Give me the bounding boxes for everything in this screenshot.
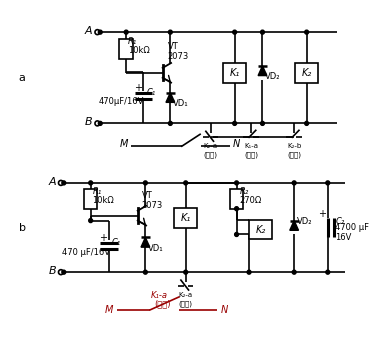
Circle shape xyxy=(305,30,309,34)
Circle shape xyxy=(305,121,309,125)
Text: B: B xyxy=(85,117,92,128)
Text: (常闭): (常闭) xyxy=(179,300,193,307)
Circle shape xyxy=(184,181,188,185)
Bar xyxy=(223,63,246,83)
Circle shape xyxy=(235,233,238,236)
Text: K₂: K₂ xyxy=(302,68,312,78)
Text: K₂-a: K₂-a xyxy=(203,143,218,149)
Circle shape xyxy=(89,219,92,223)
Text: K₁-a: K₁-a xyxy=(151,292,168,300)
Bar xyxy=(174,208,197,227)
Circle shape xyxy=(247,270,251,274)
Bar xyxy=(84,189,97,209)
Circle shape xyxy=(292,181,296,185)
Text: B: B xyxy=(49,266,56,276)
Text: +: + xyxy=(133,83,141,93)
Text: K₁: K₁ xyxy=(180,212,191,223)
Text: C₁: C₁ xyxy=(112,238,121,247)
Text: K₂: K₂ xyxy=(255,224,266,235)
Circle shape xyxy=(184,270,188,274)
Circle shape xyxy=(168,121,172,125)
Circle shape xyxy=(99,121,102,125)
Circle shape xyxy=(292,270,296,274)
Circle shape xyxy=(62,181,66,185)
Bar xyxy=(295,63,318,83)
Text: VD₁: VD₁ xyxy=(148,244,164,253)
Text: K₂-a: K₂-a xyxy=(179,292,193,298)
Text: A: A xyxy=(85,26,92,36)
Text: VD₂: VD₂ xyxy=(265,72,281,81)
Text: VD₂: VD₂ xyxy=(297,217,312,226)
Text: 470 μF/16V: 470 μF/16V xyxy=(62,248,110,257)
Text: b: b xyxy=(19,223,26,233)
Circle shape xyxy=(89,181,92,185)
Polygon shape xyxy=(166,93,175,102)
Text: R₂: R₂ xyxy=(240,187,249,196)
Text: N: N xyxy=(220,305,228,315)
Text: VT
2073: VT 2073 xyxy=(141,191,163,210)
Text: C₁: C₁ xyxy=(146,88,156,97)
Circle shape xyxy=(326,270,330,274)
Text: 470μF/16V: 470μF/16V xyxy=(99,97,144,106)
Bar xyxy=(230,189,243,209)
Text: +: + xyxy=(318,209,326,219)
Polygon shape xyxy=(258,66,267,76)
Circle shape xyxy=(168,30,172,34)
Text: A: A xyxy=(49,177,56,187)
Text: C₂: C₂ xyxy=(335,217,345,226)
Circle shape xyxy=(144,270,147,274)
Text: K₂-b: K₂-b xyxy=(287,143,301,149)
Circle shape xyxy=(326,181,330,185)
Circle shape xyxy=(124,30,128,34)
Text: 10kΩ: 10kΩ xyxy=(128,46,150,55)
Bar xyxy=(120,39,133,59)
Text: VT
2073: VT 2073 xyxy=(167,42,189,61)
Bar xyxy=(249,220,272,239)
Text: N: N xyxy=(233,139,240,149)
Text: R₁: R₁ xyxy=(92,187,102,196)
Text: R₁: R₁ xyxy=(128,37,137,46)
Text: VD₁: VD₁ xyxy=(173,99,189,108)
Text: M: M xyxy=(120,139,129,149)
Text: (常闭): (常闭) xyxy=(204,151,218,158)
Circle shape xyxy=(62,270,66,274)
Circle shape xyxy=(99,30,102,34)
Text: K₁-a: K₁-a xyxy=(244,143,258,149)
Text: 270Ω: 270Ω xyxy=(240,196,262,205)
Text: 4700 μF
16V: 4700 μF 16V xyxy=(335,223,370,242)
Circle shape xyxy=(233,30,237,34)
Circle shape xyxy=(144,181,147,185)
Circle shape xyxy=(261,121,264,125)
Circle shape xyxy=(233,121,237,125)
Circle shape xyxy=(261,30,264,34)
Text: 10kΩ: 10kΩ xyxy=(92,196,114,205)
Text: a: a xyxy=(19,73,26,83)
Text: (常开): (常开) xyxy=(244,151,258,158)
Text: M: M xyxy=(105,305,113,315)
Polygon shape xyxy=(290,221,299,230)
Text: K₁: K₁ xyxy=(229,68,240,78)
Polygon shape xyxy=(141,237,150,247)
Circle shape xyxy=(235,181,238,185)
Circle shape xyxy=(235,207,238,211)
Text: (常开): (常开) xyxy=(155,299,171,308)
Text: (常开): (常开) xyxy=(287,151,301,158)
Text: +: + xyxy=(99,234,107,243)
